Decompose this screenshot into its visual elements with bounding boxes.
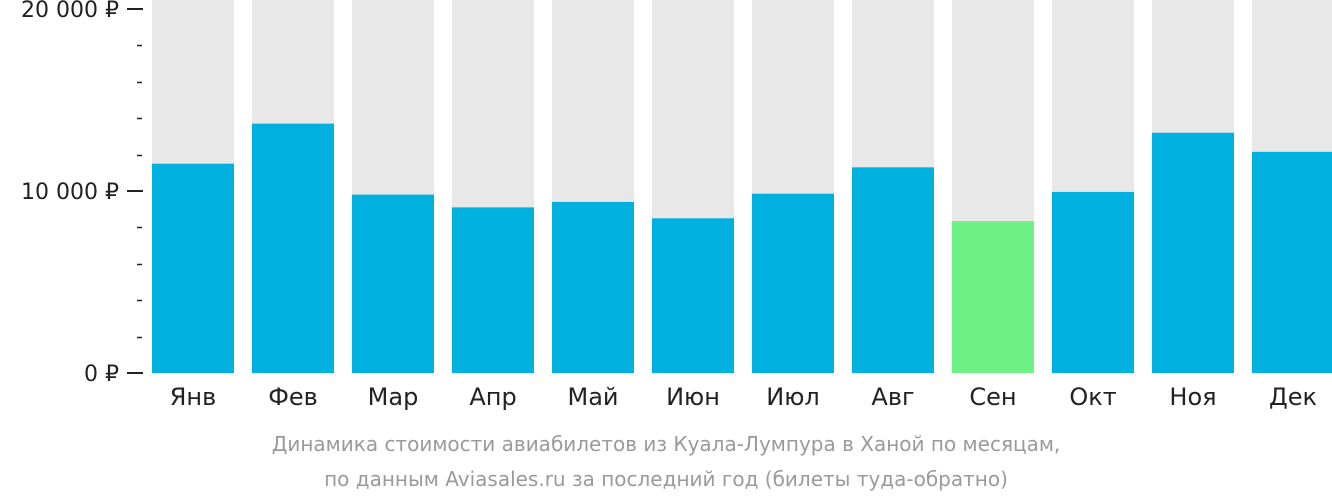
chart-caption-line-2: по данным Aviasales.ru за последний год … xyxy=(324,467,1008,491)
x-tick-label: Мар xyxy=(368,383,419,411)
bar-11[interactable] xyxy=(1152,132,1234,373)
x-tick-label: Дек xyxy=(1269,383,1317,411)
x-tick-label: Май xyxy=(567,383,618,411)
bar-3[interactable] xyxy=(352,194,434,373)
x-tick-label: Апр xyxy=(469,383,516,411)
x-tick-label: Фев xyxy=(268,383,318,411)
bar-5[interactable] xyxy=(552,201,634,373)
bar-8[interactable] xyxy=(852,167,934,373)
bar-6[interactable] xyxy=(652,218,734,373)
x-tick-label: Окт xyxy=(1069,383,1116,411)
bar-2[interactable] xyxy=(252,123,334,373)
bar-1[interactable] xyxy=(152,163,234,373)
chart-caption-line-1: Динамика стоимости авиабилетов из Куала-… xyxy=(271,432,1061,456)
bar-12[interactable] xyxy=(1252,151,1332,373)
bar-10[interactable] xyxy=(1052,191,1134,373)
x-tick-label: Ноя xyxy=(1169,383,1216,411)
bar-chart: 0 ₽ 10 000 ₽ 20 000 ₽ Янв Фев Мар Апр Май Июн Июл… xyxy=(21,0,1332,411)
y-tick-label: 10 000 ₽ xyxy=(21,180,119,205)
x-tick-label: Авг xyxy=(871,383,914,411)
y-tick-label: 20 000 ₽ xyxy=(21,0,119,23)
bar-9[interactable] xyxy=(952,221,1034,373)
x-tick-label: Июн xyxy=(666,383,720,411)
x-tick-label: Янв xyxy=(170,383,217,411)
bar-7[interactable] xyxy=(752,193,834,373)
y-tick-label: 0 ₽ xyxy=(84,362,119,387)
x-tick-label: Июл xyxy=(766,383,820,411)
bar-4[interactable] xyxy=(452,207,534,373)
x-tick-label: Сен xyxy=(969,383,1016,411)
